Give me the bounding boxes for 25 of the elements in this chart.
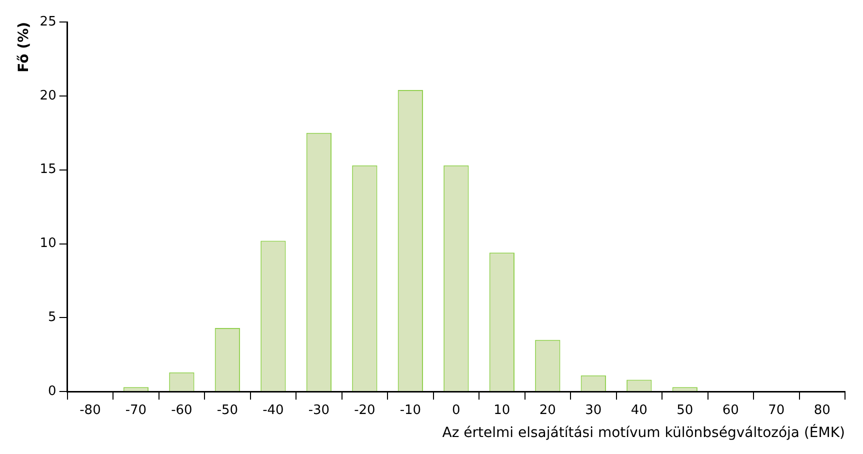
x-tick-label: -40 bbox=[262, 402, 284, 418]
y-tick-label: 5 bbox=[48, 310, 56, 326]
x-tick-label: 50 bbox=[676, 402, 694, 418]
x-axis-title: Az értelmi elsajátítási motívum különbségváltozója (ÉMK) bbox=[442, 424, 845, 442]
x-tick-label: 40 bbox=[630, 402, 648, 418]
y-tick-label: 10 bbox=[40, 236, 56, 252]
x-tick-label: 0 bbox=[452, 402, 460, 418]
x-tick-label: 30 bbox=[585, 402, 602, 418]
y-axis-title: Fő (%) bbox=[16, 22, 32, 72]
x-tick-label: -20 bbox=[354, 402, 376, 418]
x-tick-label: 60 bbox=[722, 402, 739, 418]
x-tick-label: -80 bbox=[80, 402, 101, 418]
x-tick-label: -10 bbox=[400, 402, 422, 418]
x-tick-label: -50 bbox=[216, 402, 238, 418]
x-tick-label: -30 bbox=[308, 402, 330, 418]
y-tick-label: 0 bbox=[48, 384, 56, 399]
x-tick-label: 80 bbox=[814, 402, 830, 418]
y-tick-label: 25 bbox=[40, 14, 56, 30]
x-tick-label: 10 bbox=[494, 402, 510, 418]
x-tick-label: -70 bbox=[125, 402, 147, 418]
x-tick-label: 20 bbox=[539, 402, 556, 418]
x-tick-label: -60 bbox=[171, 402, 192, 418]
y-tick-label: 15 bbox=[40, 162, 56, 178]
x-tick-label: 70 bbox=[768, 402, 785, 418]
y-tick-label: 20 bbox=[40, 88, 56, 104]
